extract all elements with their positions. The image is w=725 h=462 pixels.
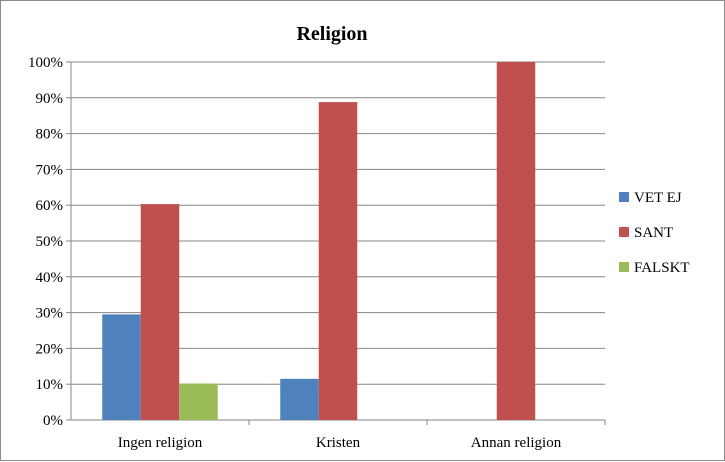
y-tick-label: 20% (36, 341, 64, 357)
y-tick-label: 80% (36, 127, 64, 143)
y-tick-label: 70% (36, 162, 64, 178)
y-tick-label: 30% (36, 306, 64, 322)
bar-vet-ej (280, 378, 319, 420)
x-axis-categories: Ingen religion Kristen Annan religion (118, 435, 562, 451)
bar-falskt (179, 383, 218, 420)
y-tick-label: 90% (36, 91, 64, 107)
chart-title: Religion (296, 23, 367, 45)
bars (102, 62, 536, 420)
bar-vet-ej (102, 314, 141, 420)
legend-swatch (619, 262, 629, 272)
y-axis-ticks: 0% 10% 20% 30% 40% 50% 60% 70% 80% 90% 100% (28, 55, 63, 429)
legend-swatch (619, 227, 629, 237)
y-tick-label: 0% (43, 413, 63, 429)
legend-swatch (619, 192, 629, 202)
legend: VET EJ SANT FALSKT (619, 190, 690, 276)
y-tick-label: 50% (36, 234, 64, 250)
legend-label: FALSKT (634, 260, 690, 276)
x-category-label: Ingen religion (118, 435, 203, 451)
bar-sant (318, 102, 358, 420)
y-tick-label: 40% (36, 270, 64, 286)
legend-label: SANT (634, 225, 673, 241)
y-tick-label: 100% (28, 55, 63, 71)
x-category-label: Kristen (316, 435, 361, 451)
y-tick-label: 60% (36, 198, 64, 214)
x-category-label: Annan religion (471, 435, 562, 451)
legend-label: VET EJ (634, 190, 682, 206)
bar-sant (496, 62, 536, 420)
bar-sant (140, 204, 180, 420)
y-tick-label: 10% (36, 377, 64, 393)
